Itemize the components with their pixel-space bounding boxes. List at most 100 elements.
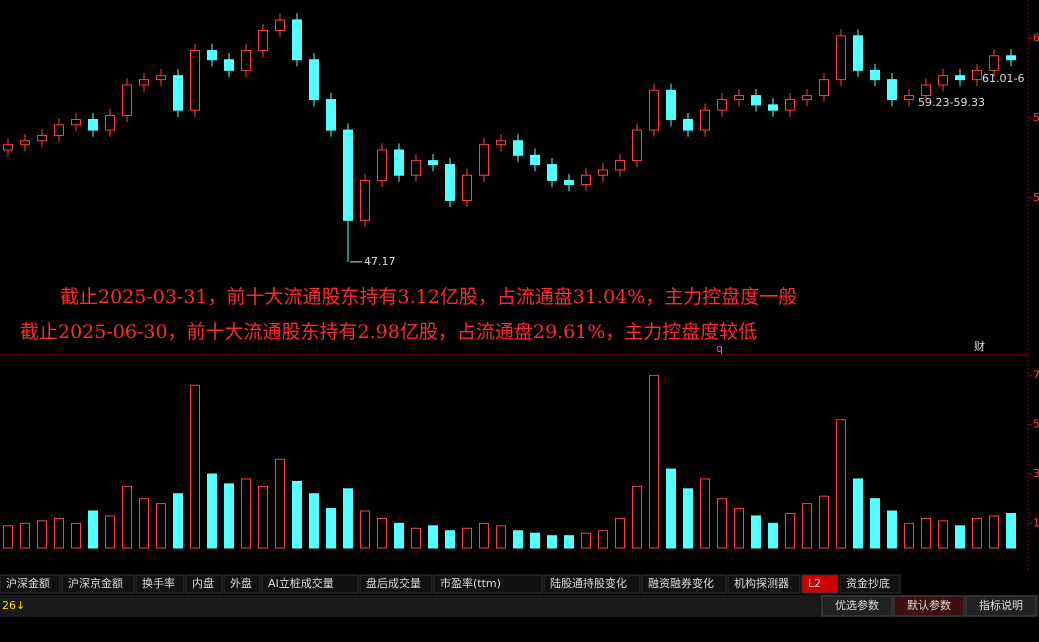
volume-bar (394, 522, 404, 549)
low-label: 47.17 (364, 255, 396, 268)
tab[interactable] (641, 574, 727, 594)
tab[interactable] (0, 574, 61, 594)
volume-bar (598, 530, 608, 549)
tab-label[interactable]: AI立桩成交量 (268, 576, 334, 590)
volume-bar (530, 532, 540, 549)
candle-body (37, 134, 47, 142)
volume-bar (649, 374, 659, 549)
volume-bar (955, 525, 965, 549)
volume-bar (343, 488, 353, 549)
volume-bar (921, 517, 931, 549)
volume-bar (241, 478, 251, 549)
volume-bar (547, 535, 557, 549)
tab-label[interactable]: 沪深金额 (6, 576, 50, 590)
candle-body (139, 79, 149, 86)
candle-body (275, 19, 285, 32)
tab-label[interactable]: 资金抄底 (846, 576, 890, 590)
candle-body (819, 79, 829, 97)
tab[interactable] (261, 574, 359, 594)
tab[interactable] (839, 574, 901, 594)
candle-body (428, 160, 438, 166)
volume-bar (989, 515, 999, 549)
tab-label[interactable]: 沪深京金额 (68, 576, 123, 590)
volume-bar (20, 522, 30, 549)
candle-body (241, 49, 251, 71)
candle-body (683, 118, 693, 131)
tab-label[interactable]: 盘后成交量 (366, 576, 421, 590)
candle-body (207, 49, 217, 61)
y2-tick-label: 7 (1033, 368, 1039, 381)
status-bar (0, 595, 1039, 617)
volume-bar (683, 488, 693, 549)
tab[interactable] (359, 574, 433, 594)
candle-body (564, 180, 574, 186)
tab-label[interactable]: 融资融券变化 (648, 576, 714, 590)
volume-bar (309, 493, 319, 549)
candle-body (71, 118, 81, 126)
tab[interactable] (727, 574, 801, 594)
candle-body (751, 95, 761, 106)
tab[interactable] (433, 574, 543, 594)
volume-bar (785, 512, 795, 549)
candle-body (1006, 55, 1016, 61)
tab[interactable] (135, 574, 185, 594)
candle-body (292, 19, 302, 61)
tab-label[interactable]: 机构探测器 (734, 576, 789, 590)
candle-body (615, 160, 625, 171)
candle-body (853, 35, 863, 71)
candle-body (445, 164, 455, 201)
tab[interactable] (185, 574, 223, 594)
volume-bar (156, 503, 166, 549)
button-label[interactable]: 默认参数 (907, 598, 951, 612)
volume-bar (445, 530, 455, 549)
volume-bar (887, 510, 897, 549)
y-tick-label: 6 (1033, 31, 1039, 44)
tab[interactable] (543, 574, 641, 594)
button[interactable] (821, 595, 893, 617)
candle-body (649, 89, 659, 131)
volume-bar (54, 517, 64, 549)
tab-label[interactable]: L2 (808, 577, 821, 590)
volume-bar (479, 522, 489, 549)
tab-label[interactable]: 市盈率(ttm) (440, 576, 501, 590)
marker: q (716, 342, 723, 355)
candle-body (309, 59, 319, 101)
candle-body (989, 55, 999, 71)
candle-body (496, 140, 506, 146)
volume-bar (632, 485, 642, 549)
volume-bar (88, 510, 98, 549)
bottom (0, 617, 1039, 642)
tab[interactable] (223, 574, 261, 594)
candle-body (666, 89, 676, 120)
volume-bar (411, 527, 421, 549)
candle-body (887, 79, 897, 101)
candle-body (547, 164, 557, 182)
volume-bar (3, 525, 13, 549)
y-tick-label: 5 (1033, 191, 1039, 204)
button-label[interactable]: 优选参数 (835, 598, 879, 612)
tab-label[interactable]: 陆股通持股变化 (550, 576, 627, 590)
candle-body (190, 49, 200, 111)
candle-body (343, 129, 353, 221)
candle-body (224, 59, 234, 71)
tab[interactable] (801, 574, 839, 594)
button[interactable] (893, 595, 965, 617)
tab[interactable] (61, 574, 135, 594)
candle-body (88, 118, 98, 131)
candle-body (360, 180, 370, 221)
tab-label[interactable]: 内盘 (192, 576, 214, 590)
candle-body (156, 75, 166, 81)
volume-bar (751, 515, 761, 549)
candle-body (785, 99, 795, 111)
volume-bar (122, 485, 132, 549)
y-tick-label: 5 (1033, 111, 1039, 124)
button[interactable] (965, 595, 1037, 617)
button-label[interactable]: 指标说明 (979, 598, 1023, 612)
volume-bar (224, 483, 234, 549)
candle-body (258, 30, 268, 51)
tab-label[interactable]: 换手率 (142, 576, 175, 590)
holder-note: 截止2025-06-30，前十大流通股东持有2.98亿股，占流通盘29.61%，… (20, 321, 757, 343)
tab-label[interactable]: 外盘 (230, 576, 252, 590)
volume-bar (904, 522, 914, 549)
